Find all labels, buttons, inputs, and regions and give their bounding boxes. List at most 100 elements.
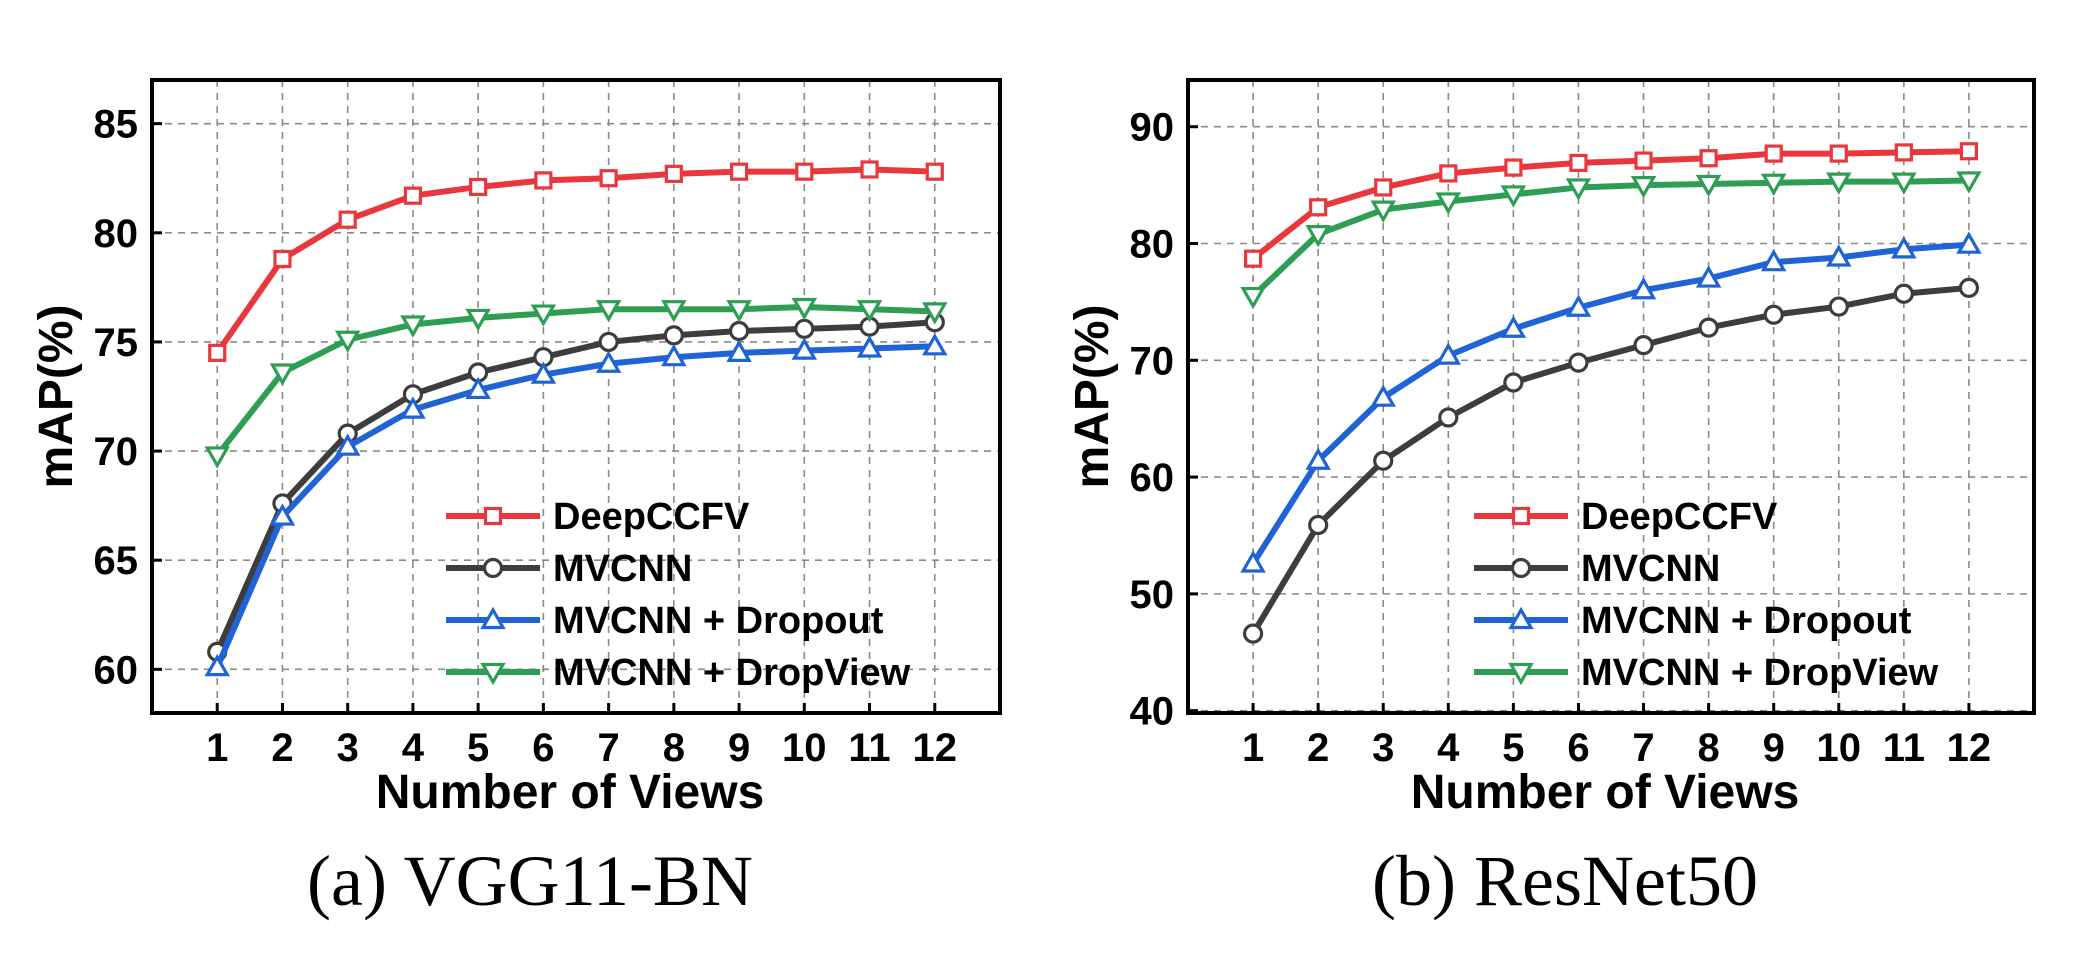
data-point bbox=[726, 300, 752, 323]
plot-frame bbox=[1186, 78, 2036, 715]
panel-caption: (b) ResNet50 bbox=[1372, 841, 1758, 921]
data-point bbox=[269, 503, 296, 526]
legend-label: MVCNN + DropView bbox=[1581, 652, 1939, 694]
x-tick-label: 8 bbox=[1697, 726, 1719, 770]
data-point bbox=[269, 363, 296, 386]
x-tick-label: 1 bbox=[206, 726, 228, 770]
x-tick-label: 12 bbox=[913, 726, 958, 770]
legend-label: MVCNN + Dropout bbox=[1581, 600, 1912, 642]
data-point bbox=[1243, 249, 1263, 268]
legend-entry: MVCNN bbox=[1474, 548, 1720, 590]
data-point bbox=[1305, 225, 1331, 248]
series-mvcnn-dropview bbox=[204, 297, 948, 469]
data-point bbox=[1435, 342, 1462, 365]
data-point bbox=[925, 162, 944, 181]
x-tick-label: 6 bbox=[1567, 726, 1589, 770]
x-axis-title: Number of Views bbox=[376, 766, 765, 819]
x-tick-label: 7 bbox=[597, 726, 619, 770]
legend-entry: MVCNN + DropView bbox=[446, 652, 911, 694]
data-point bbox=[922, 302, 948, 325]
x-tick-label: 9 bbox=[728, 726, 750, 770]
x-tick-label: 5 bbox=[1502, 726, 1524, 770]
data-point bbox=[400, 396, 426, 419]
x-tick-label: 5 bbox=[467, 726, 489, 770]
legend-marker bbox=[1511, 506, 1531, 526]
data-point bbox=[1503, 372, 1524, 393]
data-point bbox=[1956, 231, 1982, 254]
series-line bbox=[1250, 241, 1970, 566]
data-point bbox=[1829, 144, 1848, 163]
y-tick-label: 85 bbox=[94, 103, 139, 147]
data-point bbox=[595, 300, 622, 323]
data-point bbox=[1695, 174, 1722, 198]
x-tick-label: 12 bbox=[1947, 726, 1992, 770]
series-line bbox=[1251, 148, 1969, 262]
y-tick-label: 60 bbox=[1130, 456, 1175, 500]
data-point bbox=[1565, 294, 1592, 317]
legend-marker bbox=[480, 662, 506, 686]
data-point bbox=[400, 315, 426, 338]
x-tick-label: 6 bbox=[532, 726, 554, 770]
data-point bbox=[1439, 164, 1458, 183]
legend: DeepCCFV MVCNN MVCNN + Dropout MVCNN + Drop… bbox=[446, 496, 911, 694]
data-point bbox=[334, 433, 361, 456]
data-point bbox=[1699, 149, 1718, 168]
series-line bbox=[214, 343, 935, 669]
legend-entry: MVCNN + Dropout bbox=[446, 600, 884, 642]
series-line bbox=[214, 304, 935, 458]
data-point bbox=[469, 177, 488, 197]
data-point bbox=[791, 337, 818, 360]
data-point bbox=[1435, 192, 1462, 215]
y-tick-label: 80 bbox=[1130, 223, 1175, 267]
legend-marker bbox=[1508, 662, 1534, 686]
data-point bbox=[791, 297, 818, 321]
legend-label: MVCNN + Dropout bbox=[553, 600, 884, 642]
data-point bbox=[1763, 304, 1784, 325]
x-tick-label: 8 bbox=[663, 726, 685, 770]
data-point bbox=[795, 162, 814, 181]
data-point bbox=[1569, 153, 1588, 173]
series-deepccfv bbox=[1243, 142, 1979, 268]
data-point bbox=[530, 361, 557, 384]
legend-entry: DeepCCFV bbox=[446, 496, 750, 538]
data-point bbox=[1309, 198, 1328, 217]
legend-entry: MVCNN + Dropout bbox=[1474, 600, 1912, 642]
data-point bbox=[1242, 623, 1264, 644]
panel-caption: (a) VGG11-BN bbox=[307, 841, 753, 921]
data-point bbox=[860, 160, 879, 179]
data-point bbox=[1568, 352, 1589, 373]
plot-frame bbox=[150, 78, 1002, 715]
data-point bbox=[1500, 185, 1527, 208]
data-point bbox=[1240, 286, 1266, 310]
data-point bbox=[726, 339, 752, 362]
data-point bbox=[1828, 296, 1849, 317]
data-point bbox=[1438, 407, 1459, 428]
x-tick-label: 11 bbox=[848, 726, 890, 770]
x-tick-label: 3 bbox=[337, 726, 359, 770]
data-point bbox=[338, 210, 357, 229]
legend-marker bbox=[480, 606, 506, 630]
data-point bbox=[1504, 158, 1523, 177]
x-tick-label: 10 bbox=[1817, 726, 1862, 770]
series-line bbox=[1250, 284, 1970, 636]
data-point bbox=[856, 335, 883, 358]
x-tick-label: 2 bbox=[1307, 726, 1329, 770]
data-point bbox=[1305, 447, 1331, 470]
data-point bbox=[1826, 172, 1852, 195]
legend-label: DeepCCFV bbox=[1581, 496, 1778, 538]
data-point bbox=[1958, 277, 1980, 298]
data-point bbox=[1695, 265, 1722, 288]
x-tick-label: 4 bbox=[402, 726, 425, 770]
x-tick-label: 1 bbox=[1242, 726, 1264, 770]
x-tick-label: 7 bbox=[1632, 726, 1654, 770]
legend-entry: MVCNN + DropView bbox=[1474, 652, 1939, 694]
data-point bbox=[1630, 176, 1657, 199]
data-point bbox=[1634, 151, 1653, 170]
data-point bbox=[403, 186, 423, 205]
data-point bbox=[664, 164, 683, 183]
x-tick-label: 3 bbox=[1372, 726, 1394, 770]
data-point bbox=[922, 333, 948, 356]
legend-label: MVCNN bbox=[1581, 548, 1720, 590]
x-tick-label: 2 bbox=[271, 726, 293, 770]
